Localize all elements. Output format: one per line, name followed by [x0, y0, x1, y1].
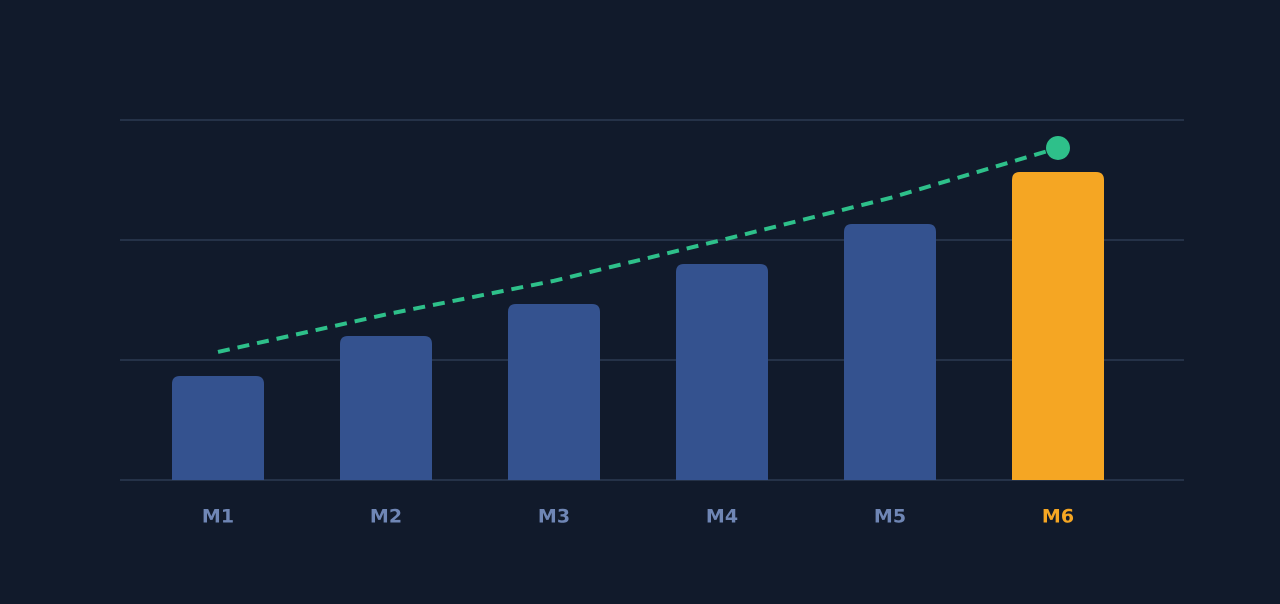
x-tick-label: M1 [202, 506, 234, 528]
x-tick-label: M2 [370, 506, 402, 528]
bar [1012, 171, 1104, 480]
bar [508, 303, 600, 480]
x-tick-label: M5 [874, 506, 906, 528]
trend-line [217, 146, 1059, 354]
x-tick-label: M4 [706, 506, 738, 528]
bar [340, 336, 432, 480]
x-tick-label: M3 [538, 506, 570, 528]
bar [676, 264, 768, 480]
end-point [1046, 135, 1070, 160]
bar [172, 375, 264, 480]
bar [844, 224, 936, 480]
x-tick-label: M6 [1042, 506, 1074, 528]
